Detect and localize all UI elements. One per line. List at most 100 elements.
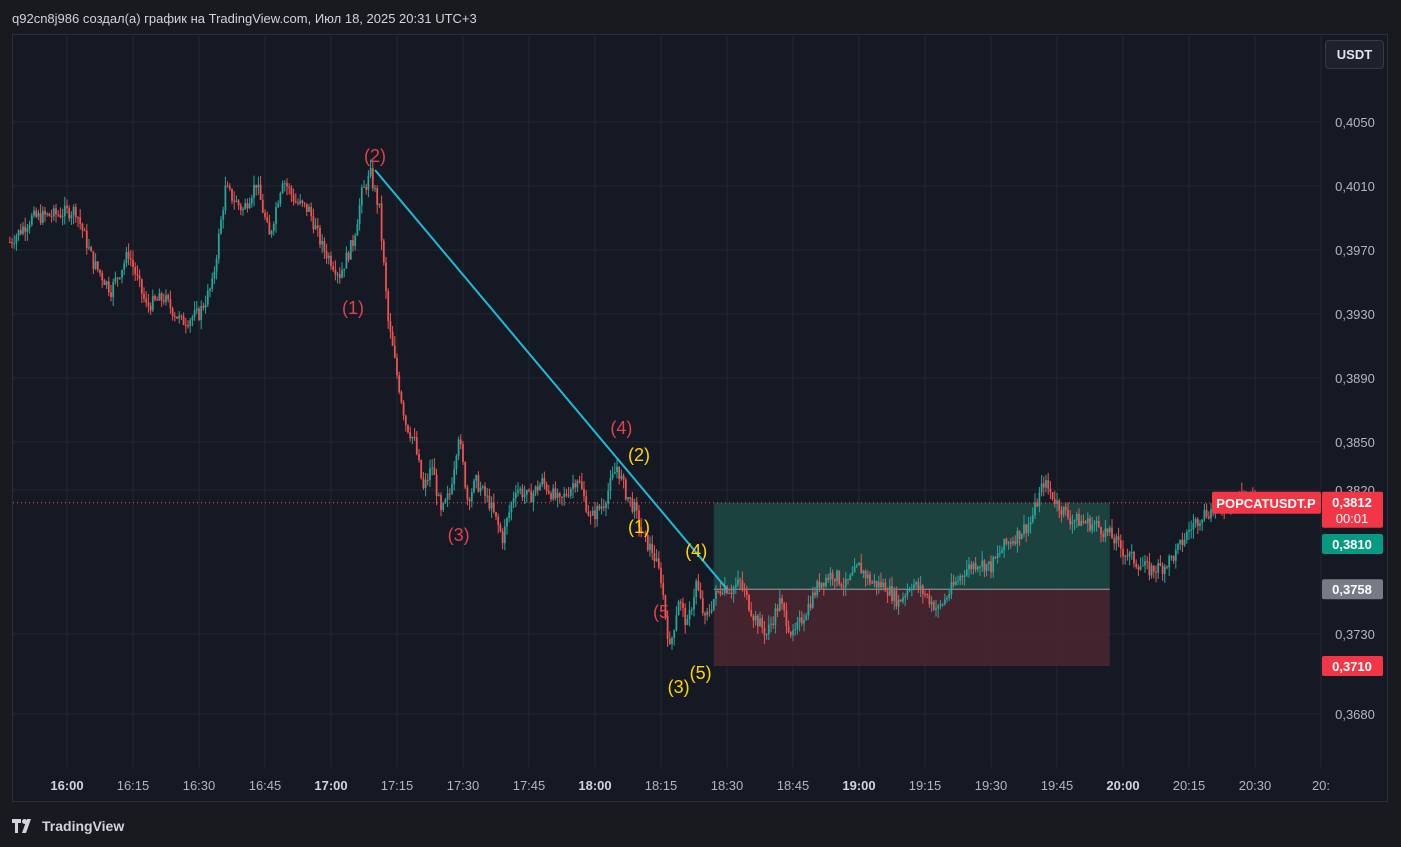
candle-body [437, 495, 440, 497]
candle-body [970, 564, 973, 570]
candle-body [127, 251, 130, 259]
wave-label[interactable]: (4) [685, 541, 707, 561]
candle-body [499, 525, 502, 532]
candle-body [451, 484, 453, 494]
wave-label[interactable]: (2) [628, 445, 650, 465]
x-tick-label: 18:45 [777, 778, 810, 793]
candle-body [569, 488, 572, 496]
candle-body [620, 475, 623, 479]
candle-body [871, 582, 874, 584]
candle-body [1020, 534, 1023, 539]
candle-body [288, 186, 291, 188]
candle-body [158, 293, 161, 301]
wave-label[interactable]: (4) [610, 418, 632, 438]
chart-area[interactable] [12, 34, 1388, 802]
candle-body [147, 302, 150, 306]
candle-body [838, 570, 841, 585]
candle-body [187, 325, 189, 327]
candle-body [149, 305, 152, 311]
candle-body [1014, 541, 1017, 544]
candle-body [833, 578, 836, 582]
candle-body [959, 575, 962, 581]
candle-body [541, 478, 544, 485]
candle-body [882, 582, 885, 587]
candle-body [774, 608, 777, 625]
candle-body [319, 227, 321, 245]
candle-body [1100, 527, 1102, 535]
candle-body [279, 192, 282, 204]
candle-body [1051, 492, 1054, 500]
candle-body [72, 207, 75, 216]
y-tick-label: 0,3730 [1335, 627, 1375, 642]
candle-body [99, 269, 101, 274]
candle-body [921, 585, 924, 595]
wave-label[interactable]: (1) [628, 517, 650, 537]
wave-label[interactable]: (3) [448, 525, 470, 545]
candle-body [1075, 513, 1078, 521]
x-tick-label: 17:30 [447, 778, 480, 793]
x-tick-label: 20:30 [1239, 778, 1272, 793]
candle-body [1016, 530, 1019, 544]
y-tick-label: 0,3850 [1335, 435, 1375, 450]
candle-body [189, 320, 192, 326]
candle-body [994, 557, 997, 559]
candle-body [231, 188, 233, 201]
candle-body [44, 210, 46, 215]
candle-body [50, 216, 53, 218]
candle-body [1201, 519, 1204, 524]
candle-body [932, 601, 935, 610]
candle-body [407, 425, 409, 433]
candle-body [1172, 556, 1175, 561]
x-tick-label: 20:00 [1106, 778, 1139, 793]
candle-body [52, 208, 55, 217]
candle-body [750, 610, 753, 616]
candle-body [972, 563, 975, 570]
candle-body [1152, 565, 1155, 572]
candle-body [211, 278, 214, 289]
candle-body [886, 591, 889, 596]
candle-body [831, 572, 834, 579]
candle-body [503, 526, 506, 544]
candle-body [484, 486, 486, 496]
candle-body [860, 562, 863, 574]
candle-body [853, 566, 856, 573]
candle-body [66, 205, 68, 209]
wave-label[interactable]: (1) [342, 298, 364, 318]
candle-body [772, 623, 775, 625]
candle-body [996, 553, 999, 558]
wave-label[interactable]: (5 [653, 602, 669, 622]
candle-body [723, 586, 726, 593]
candle-body [380, 203, 383, 241]
candle-body [741, 580, 744, 589]
candle-body [820, 582, 823, 588]
candle-body [783, 603, 786, 611]
candle-body [418, 453, 420, 461]
wave-label[interactable]: (5) [690, 663, 712, 683]
wave-label[interactable]: (2) [364, 146, 386, 166]
x-tick-label: 17:00 [314, 778, 347, 793]
candle-body [545, 483, 548, 492]
candle-body [928, 595, 931, 605]
candle-body [154, 295, 156, 300]
candle-body [508, 512, 511, 519]
candle-body [33, 210, 35, 216]
candle-body [389, 321, 392, 332]
wave-label[interactable]: (3) [668, 677, 690, 697]
candle-body [107, 281, 110, 293]
candle-body [849, 575, 852, 580]
candle-body [587, 511, 590, 516]
candle-body [897, 599, 900, 607]
take-profit-tag-text: 0,3810 [1332, 537, 1372, 552]
candle-body [563, 493, 566, 498]
candle-body [1174, 549, 1177, 561]
candle-body [204, 304, 207, 308]
candle-body [855, 565, 858, 567]
candle-body [695, 580, 698, 598]
tradingview-brand: TradingView [42, 818, 125, 834]
currency-button[interactable]: USDT [1325, 40, 1384, 69]
candle-body [46, 213, 49, 215]
candle-body [693, 597, 695, 610]
candle-body [939, 604, 942, 606]
candle-body [1148, 561, 1151, 576]
